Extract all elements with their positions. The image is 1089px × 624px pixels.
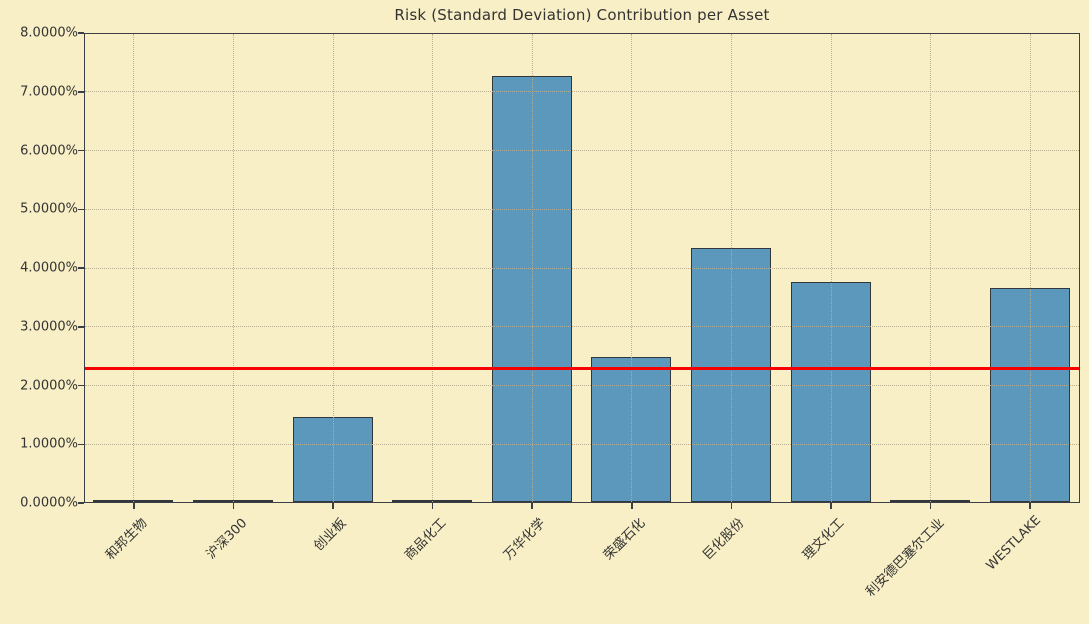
y-tick (78, 149, 84, 152)
y-tick-label: 7.0000% (20, 84, 78, 100)
y-tick-label: 8.0000% (20, 25, 78, 41)
x-tick-label: WESTLAKE (983, 513, 1044, 574)
x-tick (133, 503, 135, 509)
y-tick (78, 32, 84, 34)
y-tick (78, 384, 84, 387)
x-tick-label: 理文化工 (800, 515, 848, 564)
x-tick (1029, 503, 1031, 509)
h-gridline (85, 208, 1079, 210)
v-gridline (432, 34, 434, 502)
y-tick-label: 6.0000% (20, 143, 78, 158)
h-gridline (85, 326, 1079, 328)
x-tick (730, 503, 733, 509)
v-gridline (232, 34, 234, 502)
x-tick-label: 和邦生物 (102, 515, 151, 564)
x-tick-label: 万华化学 (501, 515, 549, 564)
h-gridline (85, 91, 1079, 93)
v-gridline (1029, 34, 1031, 502)
v-gridline (332, 34, 334, 502)
v-gridline (531, 34, 533, 502)
x-tick (431, 503, 434, 509)
h-gridline (85, 443, 1079, 445)
v-gridline (930, 34, 932, 502)
x-tick-label: 巨化股份 (700, 515, 748, 564)
plot-area (84, 33, 1080, 503)
x-tick-label: 商品化工 (401, 515, 450, 564)
chart-title: Risk (Standard Deviation) Contribution p… (394, 6, 770, 24)
x-tick (631, 503, 633, 509)
y-tick (78, 502, 84, 504)
y-tick-label: 5.0000% (20, 201, 78, 217)
x-tick-label: 沪深300 (203, 515, 250, 563)
y-tick-label: 4.0000% (20, 260, 78, 276)
y-tick-label: 1.0000% (20, 436, 78, 452)
y-tick-label: 3.0000% (20, 319, 78, 335)
x-tick (830, 503, 832, 509)
h-gridline (85, 267, 1079, 269)
x-tick (232, 503, 235, 509)
y-tick (78, 208, 84, 210)
y-tick-label: 2.0000% (20, 378, 78, 393)
reference-line (85, 367, 1079, 371)
x-tick (531, 503, 533, 509)
y-tick (78, 267, 84, 269)
y-tick (78, 443, 84, 445)
y-tick (78, 326, 84, 328)
x-tick-label: 荣盛石化 (600, 515, 649, 564)
x-tick-label: 利安德巴塞尔工业 (862, 515, 948, 600)
h-gridline (85, 385, 1079, 386)
v-gridline (730, 34, 732, 502)
v-gridline (133, 34, 135, 502)
x-tick (929, 503, 932, 509)
v-gridline (631, 34, 633, 502)
x-tick-label: 创业板 (311, 515, 350, 555)
x-tick (332, 503, 334, 509)
h-gridline (85, 150, 1079, 151)
v-gridline (830, 34, 832, 502)
y-tick (78, 91, 84, 93)
y-tick-label: 0.0000% (20, 495, 78, 511)
